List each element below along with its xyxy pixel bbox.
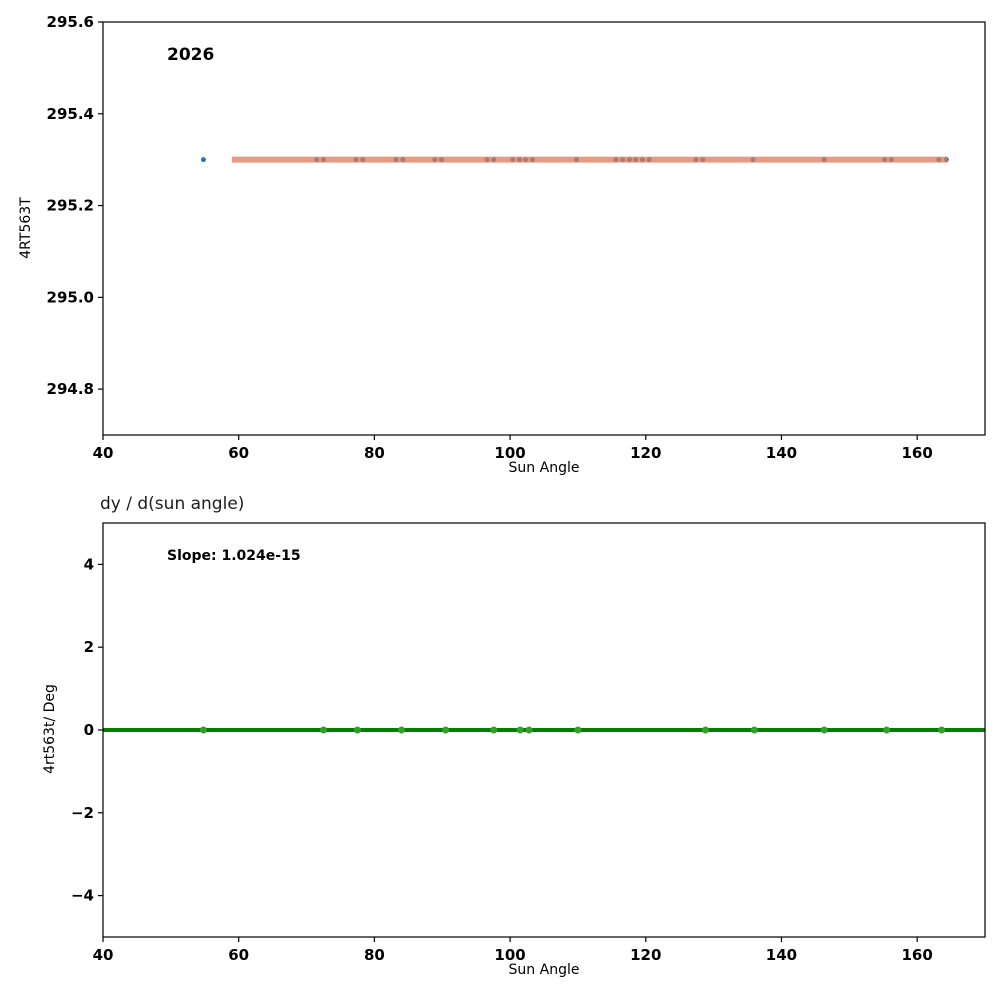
point-derivative-points: [320, 726, 327, 734]
y-axis-label-top: 4RT563T: [18, 197, 34, 259]
x-tick-label: 80: [364, 946, 385, 964]
y-tick-label: 295.6: [47, 13, 94, 31]
point-derivative-points: [525, 726, 533, 734]
point-derivative-points: [574, 726, 582, 734]
derivative-chart-title: dy / d(sun angle): [100, 494, 245, 514]
y-axis-label-bottom: 4rt563t/ Deg: [42, 684, 58, 774]
x-tick-label: 140: [766, 444, 797, 462]
point-derivative-points: [398, 726, 406, 734]
x-axis-label-bottom: Sun Angle: [508, 962, 580, 978]
x-axis-label-top: Sun Angle: [508, 460, 580, 476]
point-derivative-points: [199, 726, 207, 734]
point-derivative-points: [820, 726, 828, 734]
x-tick-label: 160: [901, 946, 932, 964]
point-derivative-points: [442, 726, 450, 734]
x-tick-label: 60: [228, 444, 249, 462]
x-tick-label: 120: [630, 946, 661, 964]
point-derivative-points: [516, 726, 524, 734]
x-tick-label: 40: [93, 946, 114, 964]
y-tick-label: 295.0: [47, 288, 94, 306]
x-tick-label: 120: [630, 444, 661, 462]
axes-frame: [102, 21, 986, 436]
y-tick-label: 295.2: [47, 197, 94, 215]
x-tick-label: 80: [364, 444, 385, 462]
point-derivative-points: [353, 726, 361, 734]
x-tick-label: 40: [93, 444, 114, 462]
y-tick-label: 295.4: [47, 105, 94, 123]
point-measurements: [200, 157, 206, 163]
point-derivative-points: [883, 726, 891, 734]
x-tick-label: 100: [494, 946, 525, 964]
point-derivative-points: [701, 726, 709, 734]
y-tick-label: 4: [84, 555, 94, 573]
y-tick-label: 294.8: [47, 380, 94, 398]
slope-annotation: Slope: 1.024e-15: [167, 548, 301, 564]
axes-frame: [102, 522, 986, 938]
y-tick-label: 2: [84, 638, 94, 656]
point-derivative-points: [750, 726, 758, 734]
x-tick-label: 140: [766, 946, 797, 964]
point-derivative-points: [938, 726, 946, 734]
y-tick-label: −4: [71, 887, 94, 905]
x-tick-label: 160: [901, 444, 932, 462]
y-tick-label: −2: [71, 804, 94, 822]
point-derivative-points: [490, 726, 498, 734]
y-tick-label: 0: [84, 721, 94, 739]
x-tick-label: 100: [494, 444, 525, 462]
year-annotation: 2026: [167, 45, 215, 65]
x-tick-label: 60: [228, 946, 249, 964]
